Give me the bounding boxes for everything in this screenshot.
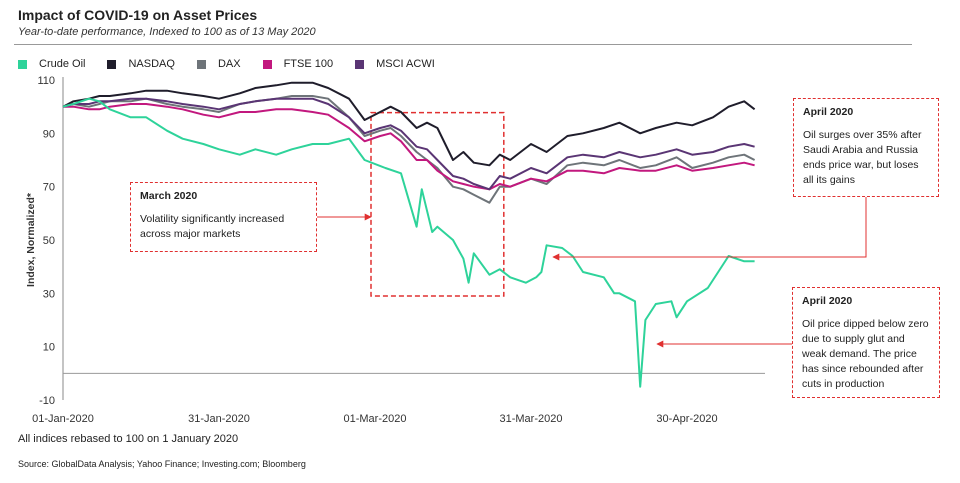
legend-item: NASDAQ: [107, 58, 175, 70]
legend-label: FTSE 100: [283, 58, 334, 70]
callout-march: March 2020 Volatility significantly incr…: [130, 182, 317, 252]
callout-march-text: Volatility significantly increased acros…: [140, 213, 285, 240]
page-subtitle: Year-to-date performance, Indexed to 100…: [18, 26, 316, 38]
series-line-dax: [62, 95, 756, 204]
source-note: Source: GlobalData Analysis; Yahoo Finan…: [18, 459, 306, 469]
x-tick-label: 30-Apr-2020: [656, 413, 717, 425]
legend-label: DAX: [217, 58, 241, 70]
legend-label: Crude Oil: [39, 58, 86, 70]
callout-april-dip: April 2020 Oil price dipped below zero d…: [792, 287, 940, 398]
x-tick-label: 01-Mar-2020: [344, 413, 407, 425]
callout-april-dip-text: Oil price dipped below zero due to suppl…: [802, 318, 929, 390]
title-divider: [14, 44, 912, 45]
callout-april-surge-text: Oil surges over 35% after Saudi Arabia a…: [803, 129, 922, 186]
y-tick-label: 30: [43, 288, 55, 300]
legend-label: NASDAQ: [128, 58, 175, 70]
legend-swatch: [355, 59, 365, 69]
legend-item: FTSE 100: [262, 58, 334, 70]
legend-swatch: [196, 59, 206, 69]
legend-item: DAX: [196, 58, 241, 70]
y-axis-label: Index, Normalized*: [25, 192, 37, 287]
legend-swatch: [107, 59, 117, 69]
legend-item: Crude Oil: [18, 58, 85, 70]
y-tick-label: -10: [39, 395, 55, 407]
y-tick-label: 70: [43, 182, 55, 194]
x-tick-label: 31-Jan-2020: [188, 413, 250, 425]
legend-swatch: [18, 59, 27, 69]
series-line-ftse-100: [63, 103, 755, 191]
arrow-april-surge: [552, 197, 867, 261]
legend-item: MSCI ACWI: [355, 58, 435, 70]
y-tick-label: 10: [43, 342, 55, 354]
x-tick-label: 31-Mar-2020: [500, 413, 563, 425]
rebase-note: All indices rebased to 100 on 1 January …: [18, 433, 239, 445]
callout-april-dip-title: April 2020: [802, 295, 853, 307]
chart-legend: Crude Oil NASDAQ DAX FTSE 100 MSCI ACWI: [18, 58, 457, 70]
legend-label: MSCI ACWI: [376, 58, 435, 70]
series-line-nasdaq: [62, 81, 756, 167]
legend-swatch: [262, 59, 272, 69]
series-line-crude-oil: [62, 97, 755, 388]
series-line-msci-acwi: [62, 97, 755, 191]
y-tick-label: 50: [43, 235, 55, 247]
x-tick-label: 01-Jan-2020: [32, 413, 94, 425]
callout-april-surge-title: April 2020: [803, 106, 854, 118]
callout-march-title: March 2020: [140, 190, 198, 202]
march-highlight-box: [370, 111, 505, 297]
callout-april-surge: April 2020 Oil surges over 35% after Sau…: [793, 98, 939, 197]
y-tick-label: 90: [43, 128, 55, 140]
y-tick-label: 110: [37, 75, 55, 87]
page-title: Impact of COVID-19 on Asset Prices: [18, 7, 258, 23]
